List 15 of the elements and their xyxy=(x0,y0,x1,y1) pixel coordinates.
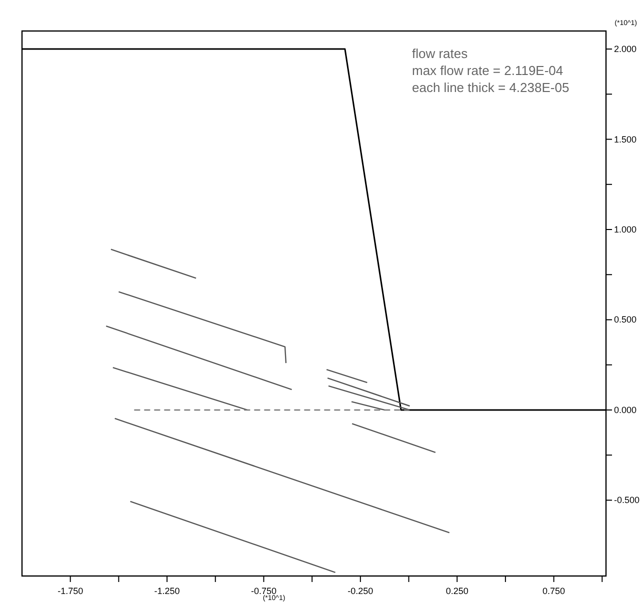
x-tick-label: 0.750 xyxy=(542,586,566,596)
y-tick-label: -0.500 xyxy=(614,495,640,506)
y-tick-label: 1.500 xyxy=(614,134,637,144)
x-tick-label: -0.250 xyxy=(348,586,374,596)
x-tick-label: 0.250 xyxy=(446,586,468,596)
y-tick-label: 2.000 xyxy=(614,44,637,54)
x-tick-label: -1.750 xyxy=(58,586,84,596)
annotation: each line thick = 4.238E-05 xyxy=(412,80,570,95)
annotation: max flow rate = 2.119E-04 xyxy=(412,63,564,78)
x-tick-label: -1.250 xyxy=(154,586,180,596)
y-tick-label: 0.500 xyxy=(614,314,637,325)
y-tick-label: 1.000 xyxy=(614,224,637,235)
y-tick-label: 0.000 xyxy=(614,404,637,415)
annotation: flow rates xyxy=(412,46,468,61)
x-tick-label: -0.750 xyxy=(250,586,276,596)
